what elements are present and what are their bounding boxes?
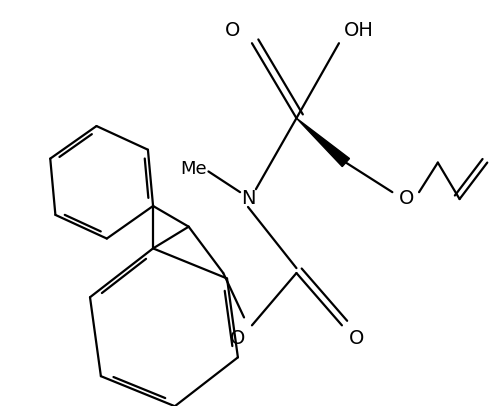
Polygon shape [297,119,349,167]
Text: O: O [398,188,414,207]
Text: O: O [349,328,364,347]
Text: O: O [225,21,240,40]
Text: Me: Me [180,159,207,177]
Text: N: N [241,188,255,207]
Text: OH: OH [344,21,374,40]
Text: O: O [229,328,245,347]
